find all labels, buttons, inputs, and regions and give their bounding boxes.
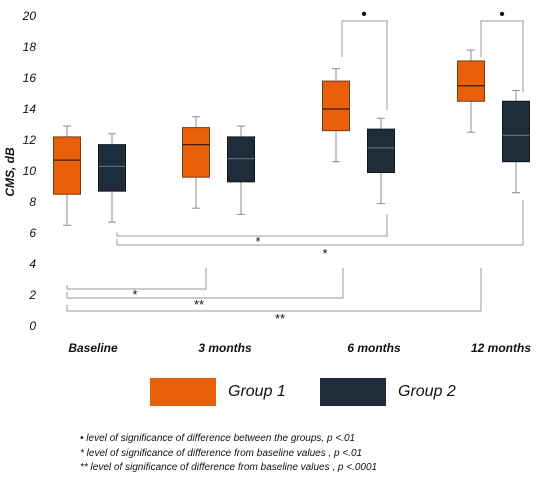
box-1-0 [53,125,81,226]
box-2-3 [502,89,530,194]
footnote-between-groups: • level of significance of difference be… [80,433,356,444]
baseline-sig-symbol: ** [194,297,204,312]
baseline-sig-symbol: * [132,287,137,302]
box-1-1 [182,116,210,209]
between-group-marker: • [361,6,367,23]
baseline-sig-symbol: * [255,234,260,249]
between-group-marker: • [499,6,505,23]
footnotes: • level of significance of difference be… [80,432,377,476]
legend-label-group1: Group 1 [228,383,286,400]
box-2-2 [367,117,395,205]
between-group-bracket-6m [341,20,388,110]
baseline-bracket-g2-12m [116,200,524,246]
box-2-1 [227,125,255,215]
y-tick-label: 16 [23,71,37,85]
baseline-bracket-g1-3m [66,268,207,290]
x-category-label: 6 months [347,341,401,355]
baseline-sig-symbol: * [322,246,327,261]
y-tick-label: 14 [23,102,37,116]
box-1-3 [457,49,485,133]
footnote-baseline-p0001: ** level of significance of difference f… [80,462,378,473]
y-tick-label: 10 [23,164,37,178]
y-axis-label: CMS, dB [3,147,17,197]
box-1-2 [322,68,350,163]
box-rect [457,60,485,102]
box-rect [182,127,210,178]
legend-item-group2: Group 2 [320,378,456,406]
legend-item-group1: Group 1 [150,378,286,406]
boxes [53,49,530,226]
y-tick-label: 8 [29,195,36,209]
y-tick-label: 0 [29,319,36,333]
box-rect [502,100,530,163]
y-tick-label: 12 [23,133,37,147]
baseline-sig-symbol: ** [275,311,285,326]
y-tick-label: 18 [23,40,37,54]
between-group-bracket-12m [480,20,524,92]
legend-swatch-group2 [320,378,386,406]
legend-label-group2: Group 2 [398,383,456,400]
y-tick-label: 2 [28,288,36,302]
baseline-bracket-g1-12m [66,268,482,312]
x-axis-categories: Baseline 3 months 6 months 12 months [68,341,531,355]
legend: Group 1 Group 2 [150,378,470,408]
x-category-label: Baseline [68,341,118,355]
significance-brackets: • •******* [66,6,524,326]
y-tick-label: 6 [29,226,36,240]
box-rect [227,136,255,183]
y-tick-label: 20 [22,9,37,23]
box-rect [322,80,350,132]
box-rect [367,128,395,174]
x-category-label: 3 months [198,341,252,355]
box-2-0 [98,133,126,223]
y-tick-label: 4 [29,257,36,271]
box-rect [98,144,126,192]
baseline-bracket-g2-6m [116,214,388,237]
legend-swatch-group1 [150,378,216,406]
y-axis-ticks: 0 2 4 6 8 10 12 14 16 18 20 [22,9,37,333]
x-category-label: 12 months [471,341,531,355]
box-rect [53,136,81,195]
footnote-baseline-p01: * level of significance of difference fr… [80,447,363,459]
baseline-bracket-g1-6m [66,268,344,299]
